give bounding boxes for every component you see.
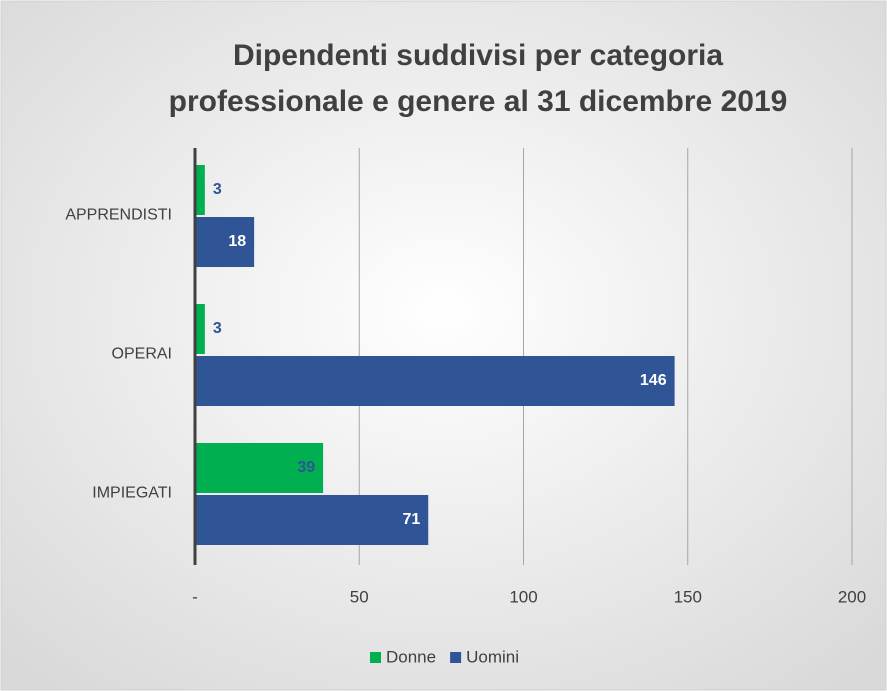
y-tick-label: IMPIEGATI bbox=[92, 485, 172, 502]
bar bbox=[195, 165, 205, 215]
data-label: 71 bbox=[402, 511, 420, 528]
data-label: 18 bbox=[228, 233, 246, 250]
x-tick-label: 200 bbox=[838, 587, 866, 606]
x-tick-label: 50 bbox=[350, 587, 369, 606]
data-label: 3 bbox=[213, 181, 222, 198]
legend-swatch bbox=[450, 652, 462, 663]
x-tick-label: - bbox=[192, 587, 198, 606]
chart-title: professionale e genere al 31 dicembre 20… bbox=[169, 85, 788, 118]
chart-title: Dipendenti suddivisi per categoria bbox=[233, 39, 723, 72]
x-tick-label: 100 bbox=[509, 587, 537, 606]
data-label: 3 bbox=[213, 320, 222, 337]
bar bbox=[195, 495, 429, 545]
bar bbox=[195, 443, 324, 493]
legend-label: Uomini bbox=[466, 647, 519, 666]
bar bbox=[195, 304, 205, 354]
bar bbox=[195, 356, 675, 406]
bar bbox=[195, 217, 255, 267]
y-tick-label: APPRENDISTI bbox=[65, 207, 172, 224]
legend-label: Donne bbox=[386, 647, 436, 666]
legend-swatch bbox=[370, 652, 381, 663]
x-tick-label: 150 bbox=[674, 587, 702, 606]
y-tick-label: OPERAI bbox=[112, 346, 172, 363]
data-label: 39 bbox=[297, 459, 315, 476]
data-label: 146 bbox=[640, 372, 667, 389]
